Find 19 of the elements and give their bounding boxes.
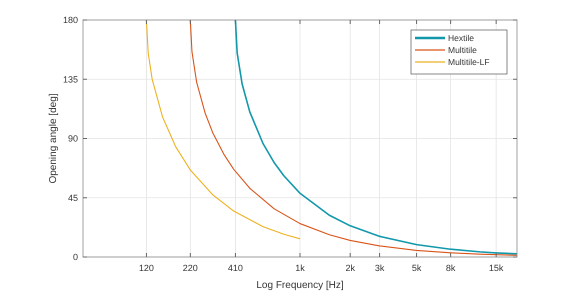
- y-axis-title: Opening angle [deg]: [48, 93, 59, 184]
- x-tick-label: 8k: [446, 263, 456, 273]
- x-tick-label: 220: [182, 263, 198, 273]
- x-tick-label: 1k: [295, 263, 306, 273]
- y-tick-label: 0: [72, 252, 78, 262]
- x-tick-label: 410: [228, 263, 243, 273]
- y-tick-label: 90: [68, 134, 78, 144]
- legend-label: Multitile-LF: [448, 57, 490, 67]
- legend-label: Multitile: [448, 45, 478, 55]
- y-tick-label: 135: [62, 74, 78, 84]
- x-tick-label: 15k: [488, 263, 504, 273]
- y-tick-label: 45: [68, 192, 78, 203]
- x-tick-label: 3k: [374, 263, 385, 273]
- x-tick-label: 2k: [345, 263, 356, 273]
- x-tick-label: 5k: [412, 263, 422, 273]
- legend-label: Hextile: [448, 33, 474, 43]
- y-tick-label: 180: [62, 15, 78, 25]
- x-axis-title: Log Frequency [Hz]: [256, 280, 344, 291]
- x-tick-label: 120: [138, 263, 154, 273]
